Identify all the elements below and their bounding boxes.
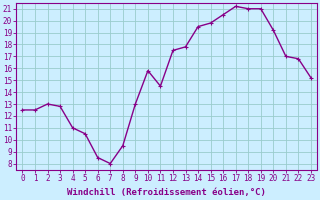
X-axis label: Windchill (Refroidissement éolien,°C): Windchill (Refroidissement éolien,°C) <box>67 188 266 197</box>
